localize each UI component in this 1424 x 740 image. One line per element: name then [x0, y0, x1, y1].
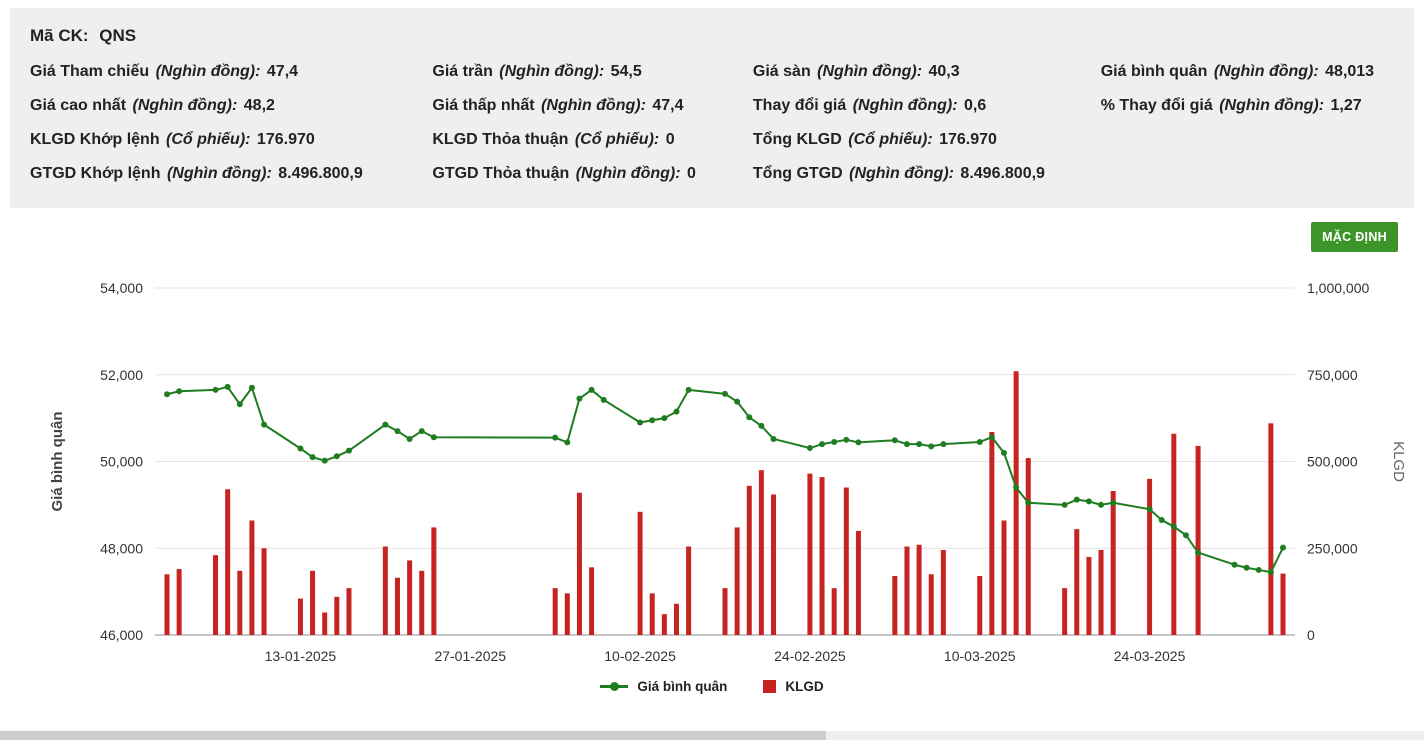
- field-unit: (Nghìn đồng):: [155, 63, 261, 80]
- chart-legend: Giá bình quân KLGD: [10, 675, 1414, 704]
- field-label: Giá sàn: [752, 63, 811, 80]
- info-field-gia-thap-nhat: Giá thấp nhất (Nghìn đồng): 47,4: [432, 96, 753, 116]
- default-view-button[interactable]: MẶC ĐỊNH: [1311, 222, 1398, 252]
- svg-text:KLGD: KLGD: [1390, 441, 1407, 482]
- svg-text:24-03-2025: 24-03-2025: [1114, 648, 1186, 664]
- field-value: 47,4: [652, 97, 684, 114]
- scrollbar-thumb[interactable]: [0, 731, 826, 740]
- field-value: 8.496.800,9: [278, 165, 363, 182]
- field-unit: (Cổ phiếu):: [574, 131, 660, 148]
- svg-text:54,000: 54,000: [100, 280, 143, 296]
- field-unit: (Nghìn đồng):: [852, 97, 958, 114]
- svg-text:10-02-2025: 10-02-2025: [604, 648, 676, 664]
- field-label: KLGD Thỏa thuận: [432, 131, 569, 148]
- field-unit: (Cổ phiếu):: [166, 131, 251, 148]
- field-label: KLGD Khớp lệnh: [30, 131, 160, 148]
- field-unit: (Nghìn đồng):: [1213, 63, 1319, 80]
- info-field-gtgd-thoa-thuan: GTGD Thỏa thuận (Nghìn đồng): 0: [432, 164, 753, 184]
- field-label: Thay đổi giá: [752, 97, 847, 114]
- info-field-gia-san: Giá sàn (Nghìn đồng): 40,3: [753, 62, 1101, 82]
- field-unit: (Nghìn đồng):: [132, 97, 238, 114]
- field-value: 0,6: [964, 97, 987, 114]
- line-dot-icon: [610, 682, 620, 691]
- field-unit: (Cổ phiếu):: [848, 131, 933, 148]
- field-value: 176.970: [939, 131, 997, 148]
- info-grid: Giá Tham chiếu (Nghìn đồng): 47,4 Giá tr…: [30, 62, 1394, 184]
- symbol-row: Mã CK: QNS: [30, 26, 1394, 46]
- legend-label: KLGD: [785, 679, 824, 694]
- svg-text:50,000: 50,000: [100, 454, 143, 470]
- stock-info-panel: Mã CK: QNS Giá Tham chiếu (Nghìn đồng): …: [10, 8, 1414, 208]
- info-field-gtgd-khop-lenh: GTGD Khớp lệnh (Nghìn đồng): 8.496.800,9: [30, 164, 432, 184]
- svg-text:13-01-2025: 13-01-2025: [265, 648, 337, 664]
- svg-text:10-03-2025: 10-03-2025: [944, 648, 1016, 664]
- horizontal-scrollbar[interactable]: [0, 731, 1424, 740]
- svg-text:1,000,000: 1,000,000: [1307, 280, 1369, 296]
- svg-text:Giá bình quân: Giá bình quân: [49, 412, 66, 512]
- info-field-thay-doi-gia: Thay đổi giá (Nghìn đồng): 0,6: [753, 96, 1101, 116]
- svg-text:46,000: 46,000: [100, 627, 143, 643]
- field-label: Giá cao nhất: [30, 97, 127, 114]
- legend-item-klgd[interactable]: KLGD: [763, 679, 824, 694]
- field-label: Giá trần: [432, 63, 493, 80]
- info-grid-spacer: [1101, 130, 1394, 150]
- chart-card: MẶC ĐỊNH 46,000 0 48,000 250,000 50,000 500,0…: [10, 208, 1414, 708]
- symbol-label: Mã CK:: [30, 26, 89, 45]
- info-field-tong-gtgd: Tổng GTGD (Nghìn đồng): 8.496.800,9: [753, 164, 1101, 184]
- bar-marker-icon: [763, 680, 777, 693]
- svg-text:27-01-2025: 27-01-2025: [434, 648, 506, 664]
- svg-text:250,000: 250,000: [1307, 540, 1358, 556]
- svg-text:750,000: 750,000: [1307, 367, 1358, 383]
- info-field-gia-cao-nhat: Giá cao nhất (Nghìn đồng): 48,2: [30, 96, 432, 116]
- field-value: 176.970: [256, 131, 315, 148]
- field-label: Tổng KLGD: [752, 131, 842, 148]
- svg-text:0: 0: [1307, 627, 1315, 643]
- field-value: 0: [665, 131, 675, 148]
- svg-text:48,000: 48,000: [100, 540, 143, 556]
- field-value: 8.496.800,9: [960, 165, 1045, 182]
- field-unit: (Nghìn đồng):: [817, 63, 923, 80]
- field-unit: (Nghìn đồng):: [849, 165, 954, 182]
- field-value: 47,4: [266, 63, 299, 80]
- field-label: Giá thấp nhất: [432, 97, 535, 114]
- info-field-gia-binh-quan: Giá bình quân (Nghìn đồng): 48,013: [1101, 62, 1394, 82]
- field-label: GTGD Thỏa thuận: [432, 165, 570, 182]
- field-unit: (Nghìn đồng):: [166, 165, 272, 182]
- field-label: Giá bình quân: [1100, 63, 1208, 80]
- symbol-value: QNS: [99, 26, 137, 45]
- field-label: GTGD Khớp lệnh: [30, 165, 161, 182]
- legend-label: Giá bình quân: [637, 679, 728, 694]
- line-marker-icon: [600, 682, 629, 691]
- field-value: 48,2: [243, 97, 275, 114]
- info-field-tong-klgd: Tổng KLGD (Cổ phiếu): 176.970: [753, 130, 1101, 150]
- page: Mã CK: QNS Giá Tham chiếu (Nghìn đồng): …: [10, 8, 1414, 708]
- field-value: 48,013: [1325, 63, 1375, 80]
- info-field-gia-tran: Giá trần (Nghìn đồng): 54,5: [432, 62, 753, 82]
- info-field-pct-thay-doi-gia: % Thay đổi giá (Nghìn đồng): 1,27: [1101, 96, 1394, 116]
- field-label: Tổng GTGD: [752, 165, 843, 182]
- field-label: Giá Tham chiếu: [30, 63, 150, 80]
- svg-text:52,000: 52,000: [100, 367, 143, 383]
- svg-text:24-02-2025: 24-02-2025: [774, 648, 846, 664]
- field-value: 1,27: [1330, 97, 1362, 114]
- field-value: 40,3: [928, 63, 960, 80]
- field-unit: (Nghìn đồng):: [499, 63, 605, 80]
- field-label: % Thay đổi giá: [1100, 97, 1213, 114]
- field-value: 54,5: [610, 63, 642, 80]
- field-unit: (Nghìn đồng):: [1219, 97, 1325, 114]
- info-field-klgd-khop-lenh: KLGD Khớp lệnh (Cổ phiếu): 176.970: [30, 130, 432, 150]
- field-value: 0: [687, 165, 696, 182]
- info-field-gia-tham-chieu: Giá Tham chiếu (Nghìn đồng): 47,4: [30, 62, 432, 82]
- info-field-klgd-thoa-thuan: KLGD Thỏa thuận (Cổ phiếu): 0: [432, 130, 753, 150]
- price-volume-chart: 46,000 0 48,000 250,000 50,000 500,000 52,000 7…: [49, 280, 1407, 664]
- info-grid-spacer: [1101, 164, 1394, 184]
- svg-text:500,000: 500,000: [1307, 454, 1358, 470]
- legend-item-gia-binh-quan[interactable]: Giá bình quân: [600, 679, 727, 694]
- field-unit: (Nghìn đồng):: [575, 165, 681, 182]
- field-unit: (Nghìn đồng):: [541, 97, 646, 114]
